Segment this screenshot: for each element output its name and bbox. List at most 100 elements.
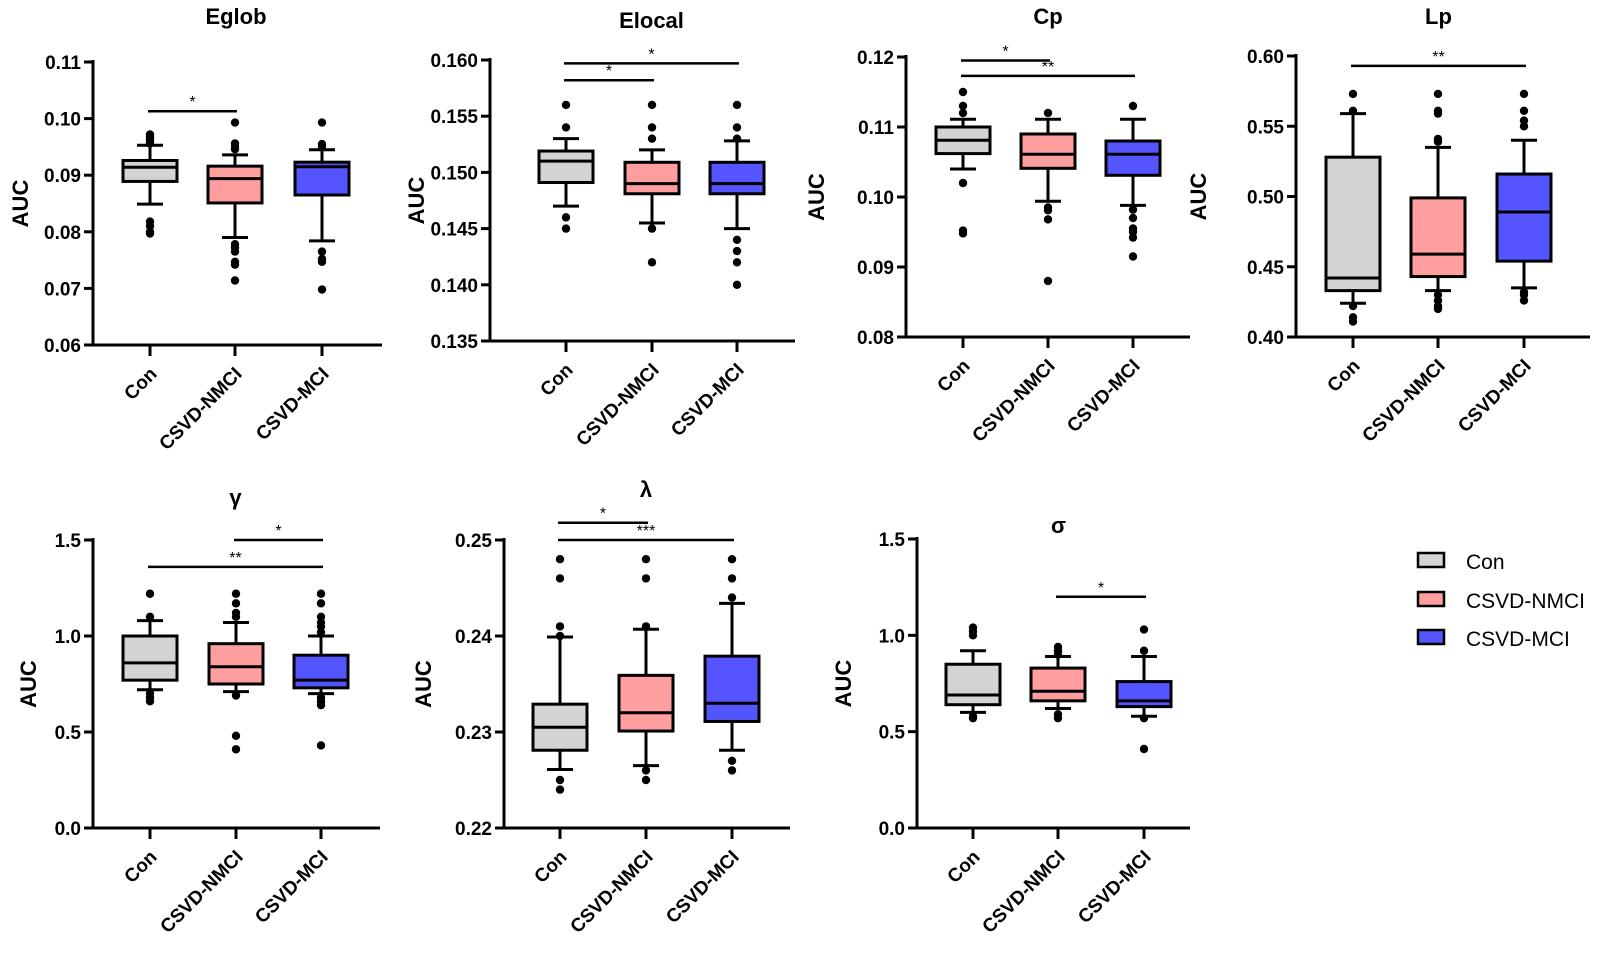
y-tick-label: 0.50 [1247, 188, 1284, 209]
outlier-point [145, 139, 155, 148]
outlier-point [1128, 233, 1138, 242]
significance-bracket: ** [961, 59, 1135, 78]
x-tick-label-csvd-nmci: CSVD-NMCI [969, 356, 1060, 447]
outlier-point [231, 731, 241, 741]
outlier-point [1128, 101, 1138, 111]
box-csvd-mci [1115, 625, 1173, 754]
y-tick-label: 0.45 [1247, 258, 1284, 279]
outlier-point [555, 631, 565, 641]
x-tick-label-csvd-mci: CSVD-MCI [1063, 356, 1144, 437]
outlier-point [641, 555, 651, 564]
iqr-box [206, 164, 264, 205]
chart-panel-2: Elocal AUC 0.135 0.140 0.145 0.150 0.155 0.160 C… [404, 8, 795, 451]
chart-title: Eglob [205, 4, 266, 29]
y-tick-label: 0.0 [55, 819, 81, 840]
box-csvd-nmci [206, 118, 264, 285]
y-tick-label: 0.140 [430, 276, 478, 297]
box-csvd-mci [1495, 89, 1553, 305]
y-tick-label: 0.12 [857, 48, 894, 69]
outlier-point [1053, 713, 1063, 723]
outlier-point [968, 631, 978, 640]
y-axis-label: AUC [804, 173, 829, 221]
legend-swatch-con [1416, 551, 1446, 569]
outlier-point [316, 612, 326, 621]
outlier-point [145, 697, 155, 706]
iqr-box [121, 634, 179, 682]
box-csvd-mci [708, 100, 766, 289]
chart-title: γ [229, 485, 242, 510]
outlier-point [1043, 215, 1053, 224]
x-tick-label-csvd-mci: CSVD-MCI [667, 360, 748, 441]
x-tick-label-csvd-nmci: CSVD-NMCI [157, 847, 248, 938]
legend-label-con: Con [1466, 551, 1505, 574]
outlier-point [1043, 276, 1053, 286]
y-axis-label: AUC [831, 660, 856, 708]
outlier-point [732, 258, 742, 267]
outlier-point [641, 574, 651, 583]
outlier-point [317, 118, 327, 127]
y-tick-label: 0.135 [430, 332, 478, 353]
outlier-point [316, 627, 326, 637]
outlier-point [231, 589, 241, 598]
significance-label: *** [637, 523, 656, 540]
outlier-point [727, 555, 737, 564]
outlier-point [1128, 213, 1138, 223]
outlier-point [231, 612, 241, 621]
box-csvd-mci [292, 589, 350, 750]
box-csvd-nmci [1409, 89, 1467, 314]
box-csvd-mci [1104, 101, 1162, 261]
box-csvd-nmci [207, 589, 265, 754]
iqr-box [1029, 666, 1087, 703]
outlier-point [317, 247, 327, 256]
chart-title: Elocal [619, 8, 684, 33]
outlier-point [727, 756, 737, 765]
outlier-point [230, 118, 240, 127]
y-axis-label: AUC [1186, 173, 1211, 221]
y-tick-label: 0.24 [455, 627, 492, 648]
outlier-point [1043, 206, 1053, 215]
iqr-box [708, 160, 766, 196]
significance-bracket: * [1056, 580, 1146, 599]
y-tick-label: 0.10 [857, 188, 894, 209]
y-tick-label: 0.40 [1247, 328, 1284, 349]
y-tick-label: 0.5 [879, 723, 906, 744]
x-tick-label-csvd-mci: CSVD-MCI [251, 847, 332, 928]
box-con [934, 87, 992, 238]
box-csvd-nmci [617, 555, 675, 785]
outlier-point [561, 123, 571, 132]
outlier-point [732, 123, 742, 132]
outlier-point [1519, 106, 1529, 115]
y-tick-label: 1.5 [55, 531, 82, 552]
outlier-point [561, 213, 571, 222]
iqr-box [623, 160, 681, 196]
x-tick-label-csvd-nmci: CSVD-NMCI [979, 847, 1070, 938]
box-csvd-mci [293, 118, 351, 294]
iqr-box [1409, 196, 1467, 279]
chart-title: Lp [1425, 4, 1452, 29]
x-tick-label-con: Con [121, 364, 162, 405]
iqr-box [617, 673, 675, 733]
x-tick-label-csvd-nmci: CSVD-NMCI [567, 847, 658, 938]
iqr-box [1104, 139, 1162, 177]
outlier-point [727, 574, 737, 583]
box-con [121, 130, 179, 238]
iqr-box [292, 653, 350, 690]
outlier-point [647, 224, 657, 233]
x-tick-label-csvd-mci: CSVD-MCI [252, 364, 333, 445]
significance-bracket: * [564, 63, 654, 82]
significance-bracket: ** [1351, 49, 1526, 68]
x-tick-label-con: Con [531, 847, 572, 888]
outlier-point [958, 108, 968, 118]
outlier-point [1139, 625, 1149, 634]
x-tick-label-csvd-mci: CSVD-MCI [1074, 847, 1155, 928]
box-csvd-mci [703, 555, 761, 775]
box-con [121, 589, 179, 706]
outlier-point [732, 246, 742, 256]
outlier-point [647, 100, 657, 110]
outlier-point [230, 247, 240, 256]
significance-bracket: * [564, 46, 739, 65]
